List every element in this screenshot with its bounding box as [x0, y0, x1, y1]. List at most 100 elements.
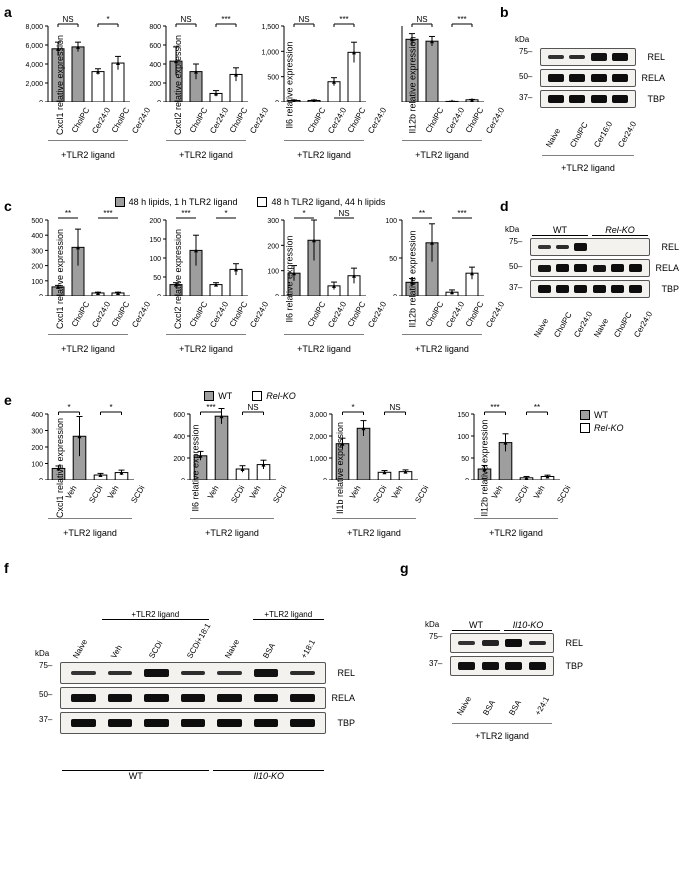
- svg-text:100: 100: [385, 218, 397, 225]
- blot-lane-label: CholPC: [612, 311, 634, 339]
- svg-text:***: ***: [490, 403, 499, 412]
- blot-band: [290, 719, 315, 727]
- panel-label-b: b: [500, 4, 509, 20]
- blot-band: [612, 53, 628, 61]
- panel-e-legend: WT Rel-KO: [580, 410, 624, 433]
- x-tick-label: CholPC: [188, 300, 210, 328]
- blot-lane-label: Cer24:0: [632, 310, 654, 339]
- blot-band: [538, 265, 551, 272]
- bar-chart: 050100*****Il12b relative expressionChol…: [374, 206, 486, 351]
- blot-band: [538, 245, 551, 249]
- x-bracket-label: +TLR2 ligand: [48, 518, 132, 538]
- x-bracket-label: +TLR2 ligand: [166, 334, 246, 354]
- kda-header: kDa: [515, 35, 529, 44]
- svg-text:500: 500: [267, 75, 279, 82]
- blot-lane-label: Naive: [455, 695, 473, 717]
- blot-band: [108, 694, 133, 702]
- x-tick-label: Cer24:0: [444, 106, 466, 135]
- x-tick-label: SCDi: [371, 484, 388, 505]
- blot-band: [591, 53, 607, 60]
- blot-group-label: Rel-KO: [592, 225, 648, 236]
- blot-target-label: TBP: [661, 284, 679, 294]
- y-axis-label: Cxcl1 relative expression: [55, 34, 65, 134]
- blot-lane-label: CholPC: [568, 121, 590, 149]
- svg-text:0: 0: [39, 294, 43, 296]
- svg-text:*: *: [67, 403, 70, 412]
- blot-lane-label: +18:1: [299, 638, 317, 660]
- blot-lane-label: Naive: [592, 317, 610, 339]
- svg-text:*: *: [302, 209, 305, 218]
- svg-text:600: 600: [149, 43, 161, 50]
- x-tick-label: Veh: [105, 484, 120, 500]
- svg-text:400: 400: [149, 62, 161, 69]
- svg-text:NS: NS: [389, 403, 400, 412]
- svg-text:1,500: 1,500: [261, 24, 279, 31]
- y-axis-label: Il6 relative expression: [191, 424, 201, 511]
- blot-lane-label: Naive: [71, 638, 89, 660]
- blot-band: [569, 55, 585, 60]
- blot-target-label: REL: [661, 242, 679, 252]
- svg-text:100: 100: [31, 279, 43, 286]
- svg-text:200: 200: [267, 243, 279, 250]
- x-tick-label: Cer24:0: [444, 300, 466, 329]
- svg-text:NS: NS: [62, 15, 73, 24]
- legend-text: Rel-KO: [594, 423, 624, 433]
- x-tick-label: CholPC: [110, 106, 132, 134]
- svg-text:*: *: [109, 403, 112, 412]
- x-tick-label: CholPC: [424, 106, 446, 134]
- x-tick-label: CholPC: [110, 300, 132, 328]
- svg-text:200: 200: [31, 264, 43, 271]
- svg-text:200: 200: [173, 456, 185, 463]
- svg-text:0: 0: [39, 478, 43, 480]
- x-tick-label: CholPC: [228, 300, 250, 328]
- x-tick-label: Veh: [205, 484, 220, 500]
- svg-text:200: 200: [149, 218, 161, 225]
- x-tick-label: SCDi: [229, 484, 246, 505]
- kda-header: kDa: [505, 225, 519, 234]
- blot-row: RELA50–: [60, 687, 326, 709]
- blot-band: [254, 719, 279, 727]
- blot-band: [593, 285, 606, 293]
- kda-mark: 75–: [509, 237, 522, 246]
- svg-text:0: 0: [275, 100, 279, 102]
- kda-mark: 37–: [509, 283, 522, 292]
- svg-text:100: 100: [149, 256, 161, 263]
- blot-row: REL75–kDa: [530, 238, 650, 256]
- bar-chart: 0100200300400**Cxcl1 relative expression…: [20, 400, 136, 535]
- kda-mark: 75–: [429, 632, 442, 641]
- blot-band: [591, 95, 607, 103]
- x-bracket-label: +TLR2 ligand: [284, 140, 364, 160]
- svg-text:***: ***: [181, 209, 190, 218]
- x-tick-label: SCDi: [129, 484, 146, 505]
- x-bracket-label: +TLR2 ligand: [474, 518, 558, 538]
- blot-band: [548, 74, 564, 82]
- blot-band: [505, 639, 522, 647]
- x-tick-label: Cer24:0: [208, 106, 230, 135]
- x-tick-label: CholPC: [70, 106, 92, 134]
- y-axis-label: Il6 relative expression: [285, 41, 295, 128]
- blot-top-bracket: [213, 610, 249, 620]
- blot-row: TBP37–: [450, 656, 554, 676]
- svg-text:400: 400: [31, 412, 43, 419]
- svg-text:600: 600: [173, 412, 185, 419]
- svg-text:300: 300: [31, 248, 43, 255]
- panel-f-blot: +TLR2 ligand+TLR2 ligandNaiveVehSCDiSCDi…: [60, 610, 340, 781]
- x-tick-label: Veh: [531, 484, 546, 500]
- svg-text:800: 800: [149, 24, 161, 31]
- x-tick-label: CholPC: [306, 300, 328, 328]
- bar-chart: NS***Il12b relative expressionCholPCCer2…: [374, 12, 486, 157]
- x-tick-label: SCDi: [413, 484, 430, 505]
- svg-text:200: 200: [31, 445, 43, 452]
- x-tick-label: Veh: [489, 484, 504, 500]
- x-tick-label: CholPC: [188, 106, 210, 134]
- bar-chart: 0200400600***NSIl6 relative expressionVe…: [162, 400, 278, 535]
- x-tick-label: SCDi: [555, 484, 572, 505]
- blot-band: [458, 662, 475, 670]
- blot-band: [556, 285, 569, 293]
- blot-lane-label: Cer24:0: [616, 120, 638, 149]
- svg-text:1,000: 1,000: [261, 49, 279, 56]
- blot-band: [482, 640, 499, 646]
- svg-text:2,000: 2,000: [25, 81, 43, 88]
- blot-band: [529, 662, 546, 670]
- blot-row: TBP37–: [540, 90, 636, 108]
